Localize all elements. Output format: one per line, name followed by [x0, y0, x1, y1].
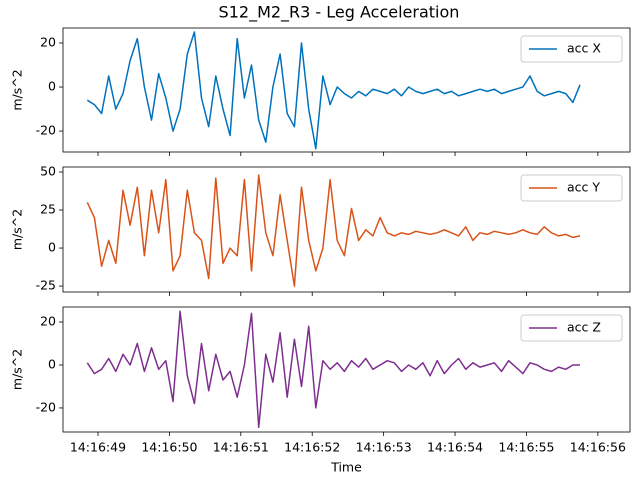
x-tick-label: 14:16:52: [284, 440, 340, 455]
x-tick-label: 14:16:55: [498, 440, 554, 455]
x-tick-label: 14:16:56: [570, 440, 626, 455]
data-line: [86, 174, 581, 287]
x-tick-label: 14:16:53: [356, 440, 412, 455]
y-tick-label: 20: [40, 34, 56, 49]
y-tick-label: 25: [40, 202, 56, 217]
y-tick-label: 0: [48, 356, 56, 371]
y-tick-label: 0: [48, 79, 56, 94]
legend-box: [520, 314, 623, 342]
x-tick-label: 14:16:51: [213, 440, 269, 455]
axes-frame: [62, 306, 631, 433]
legend-box: [520, 174, 623, 202]
y-tick-label: -25: [36, 278, 56, 293]
y-axis-label: m/s^2: [10, 209, 25, 250]
legend-label: acc Y: [567, 180, 600, 195]
y-axis-label: m/s^2: [10, 69, 25, 110]
y-tick-label: 20: [40, 314, 56, 329]
y-tick-label: 50: [40, 164, 56, 179]
x-tick-label: 14:16:49: [70, 440, 126, 455]
data-line: [86, 31, 581, 150]
y-axis-label: m/s^2: [10, 349, 25, 390]
axes-frame: [62, 27, 631, 153]
x-tick-label: 14:16:54: [427, 440, 483, 455]
y-tick-label: -20: [36, 399, 56, 414]
legend-label: acc X: [567, 41, 601, 56]
y-tick-label: 0: [48, 240, 56, 255]
y-tick-label: -20: [36, 123, 56, 138]
x-tick-label: 14:16:50: [141, 440, 197, 455]
legend-box: [520, 35, 623, 63]
figure-title: S12_M2_R3 - Leg Acceleration: [219, 3, 460, 23]
data-line: [86, 310, 580, 429]
legend-label: acc Z: [567, 320, 601, 335]
x-axis-label: Time: [330, 460, 362, 475]
axes-frame: [62, 166, 631, 293]
